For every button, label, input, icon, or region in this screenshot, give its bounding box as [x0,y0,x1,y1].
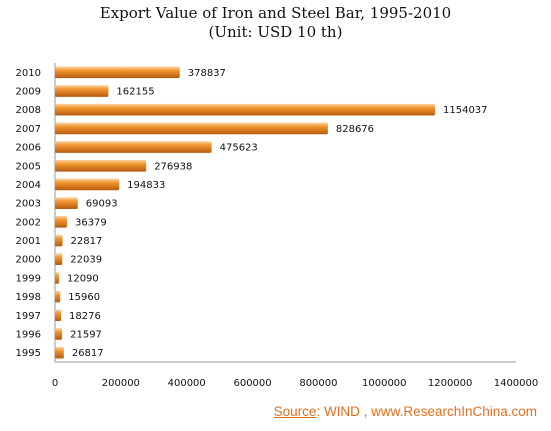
value-label-2008: 1154037 [443,105,488,116]
value-label-2003: 69093 [86,199,118,210]
x-tick-label-200000: 200000 [102,378,140,389]
bar-2004 [55,178,120,191]
bar-2006 [55,141,212,153]
category-label-2006: 2006 [16,143,41,154]
bars-group: 2010 378837 2009 162155 2008 1154037 2007 82867… [16,66,488,359]
bar-2000 [55,253,63,266]
chart-title: Export Value of Iron and Steel Bar, 1995… [99,4,452,22]
bar-2007 [55,122,328,135]
value-label-1996: 21597 [70,329,102,340]
bar-1997 [55,309,62,322]
category-label-2008: 2008 [16,105,41,116]
source-note: Source: WIND , www.ResearchInChina.com [274,404,537,419]
category-label-2010: 2010 [16,68,41,79]
x-tick-label-1200000: 1200000 [428,378,473,389]
source-text: : WIND , www.ResearchInChina.com [316,404,537,419]
category-label-1999: 1999 [16,273,41,284]
chart-subtitle: (Unit: USD 10 th) [208,23,343,41]
value-label-2005: 276938 [154,161,192,172]
value-label-2000: 22039 [70,255,102,266]
x-tick-label-0: 0 [52,378,58,389]
x-tick-label-400000: 400000 [168,378,206,389]
value-label-1999: 12090 [67,273,99,284]
category-label-2007: 2007 [16,124,41,135]
value-label-1998: 15960 [68,292,100,303]
category-label-2005: 2005 [16,161,41,172]
value-label-2004: 194833 [127,180,165,191]
bar-2003 [55,197,78,209]
category-label-2009: 2009 [16,87,41,98]
x-tick-label-600000: 600000 [233,378,271,389]
bar-1998 [55,290,61,303]
bar-2008 [55,103,436,116]
x-tick-label-1400000: 1400000 [494,378,539,389]
value-label-1995: 26817 [72,348,104,359]
category-label-2003: 2003 [16,199,41,210]
category-label-1996: 1996 [16,329,41,340]
bar-1995 [55,346,64,359]
bar-2009 [55,85,109,97]
category-label-1997: 1997 [16,311,41,322]
source-label: Source [273,404,317,419]
bar-2002 [55,216,67,228]
bar-2010 [55,66,180,79]
value-label-1997: 18276 [69,311,101,322]
category-label-1998: 1998 [16,292,41,303]
value-label-2001: 22817 [71,236,103,247]
value-label-2007: 828676 [336,124,374,135]
category-label-1995: 1995 [16,348,41,359]
value-label-2002: 36379 [75,217,107,228]
category-label-2004: 2004 [16,180,41,191]
category-label-2002: 2002 [16,217,41,228]
value-label-2010: 378837 [188,68,226,79]
bar-2001 [55,234,63,247]
x-tick-label-1000000: 1000000 [362,378,407,389]
category-label-2001: 2001 [16,236,41,247]
value-label-2009: 162155 [116,87,154,98]
x-tick-label-800000: 800000 [299,378,337,389]
bar-2005 [55,159,147,172]
value-label-2006: 475623 [220,143,258,154]
x-ticks-group: 0 200000 400000 600000 800000 1000000 1200000 1… [52,378,538,389]
bar-1999 [55,272,59,284]
category-label-2000: 2000 [16,255,41,266]
bar-1996 [55,328,63,340]
